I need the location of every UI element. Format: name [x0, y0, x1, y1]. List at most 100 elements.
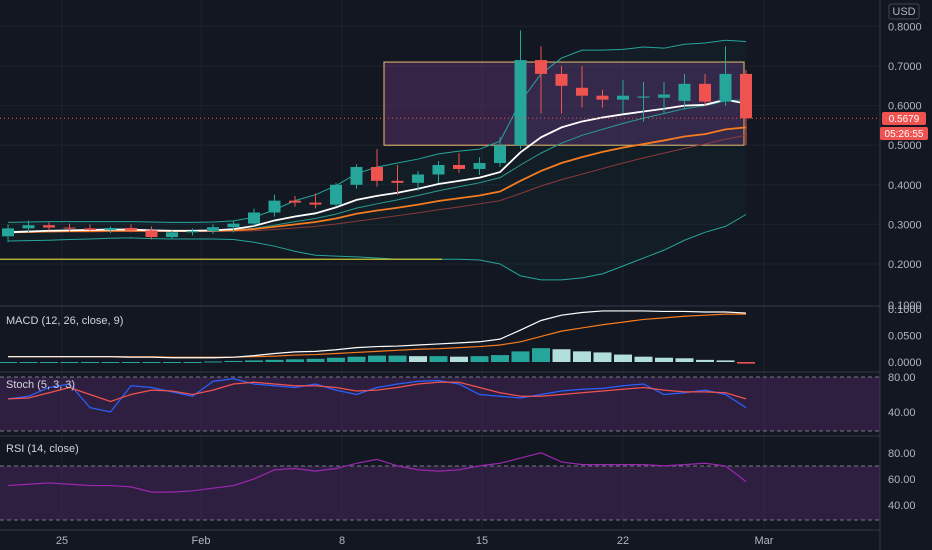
rsi-tick-label: 80.00: [888, 448, 916, 460]
macd-histogram-bar: [552, 349, 571, 362]
macd-histogram-bar: [491, 355, 509, 362]
candle-body: [740, 73, 752, 119]
macd-histogram-bar: [532, 348, 550, 362]
macd-histogram-bar: [450, 356, 468, 362]
price-tick-label: 0.8000: [888, 21, 922, 33]
macd-pane[interactable]: MACD (12, 26, close, 9): [0, 310, 755, 364]
macd-histogram: [0, 348, 755, 364]
last-price-value: 0.5679: [889, 114, 920, 125]
macd-label: MACD (12, 26, close, 9): [6, 315, 123, 327]
stoch-k-line: [7, 378, 747, 413]
price-tick-label: 0.3000: [888, 219, 922, 231]
price-tick-label: 0.1000: [888, 300, 922, 312]
candle-body: [719, 73, 732, 102]
candle-body: [248, 212, 260, 224]
macd-histogram-bar: [737, 362, 755, 364]
candle-body: [371, 166, 383, 181]
time-tick-label: 8: [339, 535, 345, 547]
candle-body: [145, 230, 158, 238]
candle-body: [104, 227, 117, 230]
candle-body: [63, 227, 76, 229]
time-tick-label: 15: [476, 535, 488, 547]
macd-histogram-bar: [388, 355, 407, 362]
macd-histogram-bar: [675, 358, 694, 362]
currency-button[interactable]: [888, 3, 920, 20]
macd-histogram-bar: [470, 356, 489, 362]
rsi-tick-label: 60.00: [888, 474, 916, 486]
time-tick-label: Feb: [192, 535, 211, 547]
candle-body: [699, 83, 711, 102]
candle-body: [453, 165, 465, 169]
macd-histogram-bar: [0, 362, 17, 363]
candle-body: [432, 165, 445, 175]
time-axis[interactable]: 25 Feb 8 15 22 Mar: [56, 535, 774, 547]
candle-body: [555, 73, 568, 86]
macd-histogram-bar: [511, 351, 530, 362]
candle-body: [350, 166, 363, 185]
macd-histogram-bar: [122, 362, 140, 363]
macd-lines: [8, 310, 747, 359]
time-tick-label: 22: [617, 535, 629, 547]
stoch-tick-label: 40.00: [888, 407, 916, 419]
macd-histogram-bar: [60, 362, 79, 363]
macd-histogram-bar: [347, 356, 366, 362]
macd-histogram-bar: [716, 360, 735, 362]
macd-histogram-bar: [368, 355, 386, 362]
candle-body: [268, 200, 281, 213]
macd-histogram-bar: [245, 360, 263, 362]
stoch-band-fill: [0, 377, 880, 431]
bollinger-lower-line: [7, 214, 747, 281]
macd-axis[interactable]: 0.1000 0.0500 0.0000: [888, 304, 922, 369]
macd-tick-label: 0.0000: [888, 357, 922, 369]
candle-body: [227, 223, 240, 228]
candle-body: [166, 232, 178, 238]
candle-body: [637, 96, 650, 98]
macd-histogram-bar: [101, 362, 120, 363]
rsi-axis[interactable]: 80.00 60.00 40.00: [888, 448, 916, 512]
candle-body: [309, 202, 322, 205]
candle-body: [535, 60, 547, 74]
candle-body: [43, 225, 55, 228]
macd-histogram-bar: [286, 359, 304, 362]
stoch-axis[interactable]: 80.00 40.00: [888, 372, 916, 419]
candle-body: [84, 228, 96, 230]
rsi-pane[interactable]: RSI (14, close): [0, 443, 880, 521]
price-pane[interactable]: [0, 30, 880, 281]
candle-body: [391, 180, 404, 183]
macd-histogram-bar: [655, 357, 673, 362]
price-axis[interactable]: USD 0.8000 0.7000 0.6000 0.5000 0.4000 0.3000…: [880, 3, 928, 312]
candle-body: [22, 225, 35, 229]
macd-histogram-bar: [142, 362, 161, 363]
macd-histogram-bar: [573, 351, 591, 362]
time-tick-label: Mar: [755, 535, 774, 547]
candle-body: [576, 87, 588, 96]
grid-lines: [0, 0, 880, 530]
macd-histogram-bar: [614, 354, 632, 362]
stoch-pane[interactable]: Stoch (5, 3, 3): [0, 376, 880, 432]
candle-body: [330, 184, 342, 205]
price-tick-label: 0.5000: [888, 140, 922, 152]
macd-histogram-bar: [224, 360, 243, 362]
time-tick-label: 25: [56, 535, 68, 547]
candle-body: [596, 95, 609, 100]
macd-histogram-bar: [409, 356, 427, 362]
currency-label: USD: [892, 6, 915, 18]
candle-body: [658, 94, 670, 98]
macd-tick-label: 0.1000: [888, 304, 922, 316]
macd-histogram-bar: [265, 359, 284, 362]
candle-body: [678, 83, 691, 101]
macd-histogram-bar: [634, 356, 653, 362]
rsi-line: [7, 452, 747, 493]
macd-histogram-bar: [183, 362, 202, 363]
macd-histogram-bar: [327, 357, 345, 362]
stoch-d-line: [7, 381, 747, 403]
stoch-tick-label: 80.00: [888, 372, 916, 384]
candle-body: [207, 227, 219, 232]
candle-body: [289, 200, 301, 203]
rsi-line: [7, 452, 747, 493]
macd-histogram-bar: [593, 352, 612, 362]
macd-histogram-bar: [696, 359, 714, 362]
candles: [2, 30, 752, 243]
